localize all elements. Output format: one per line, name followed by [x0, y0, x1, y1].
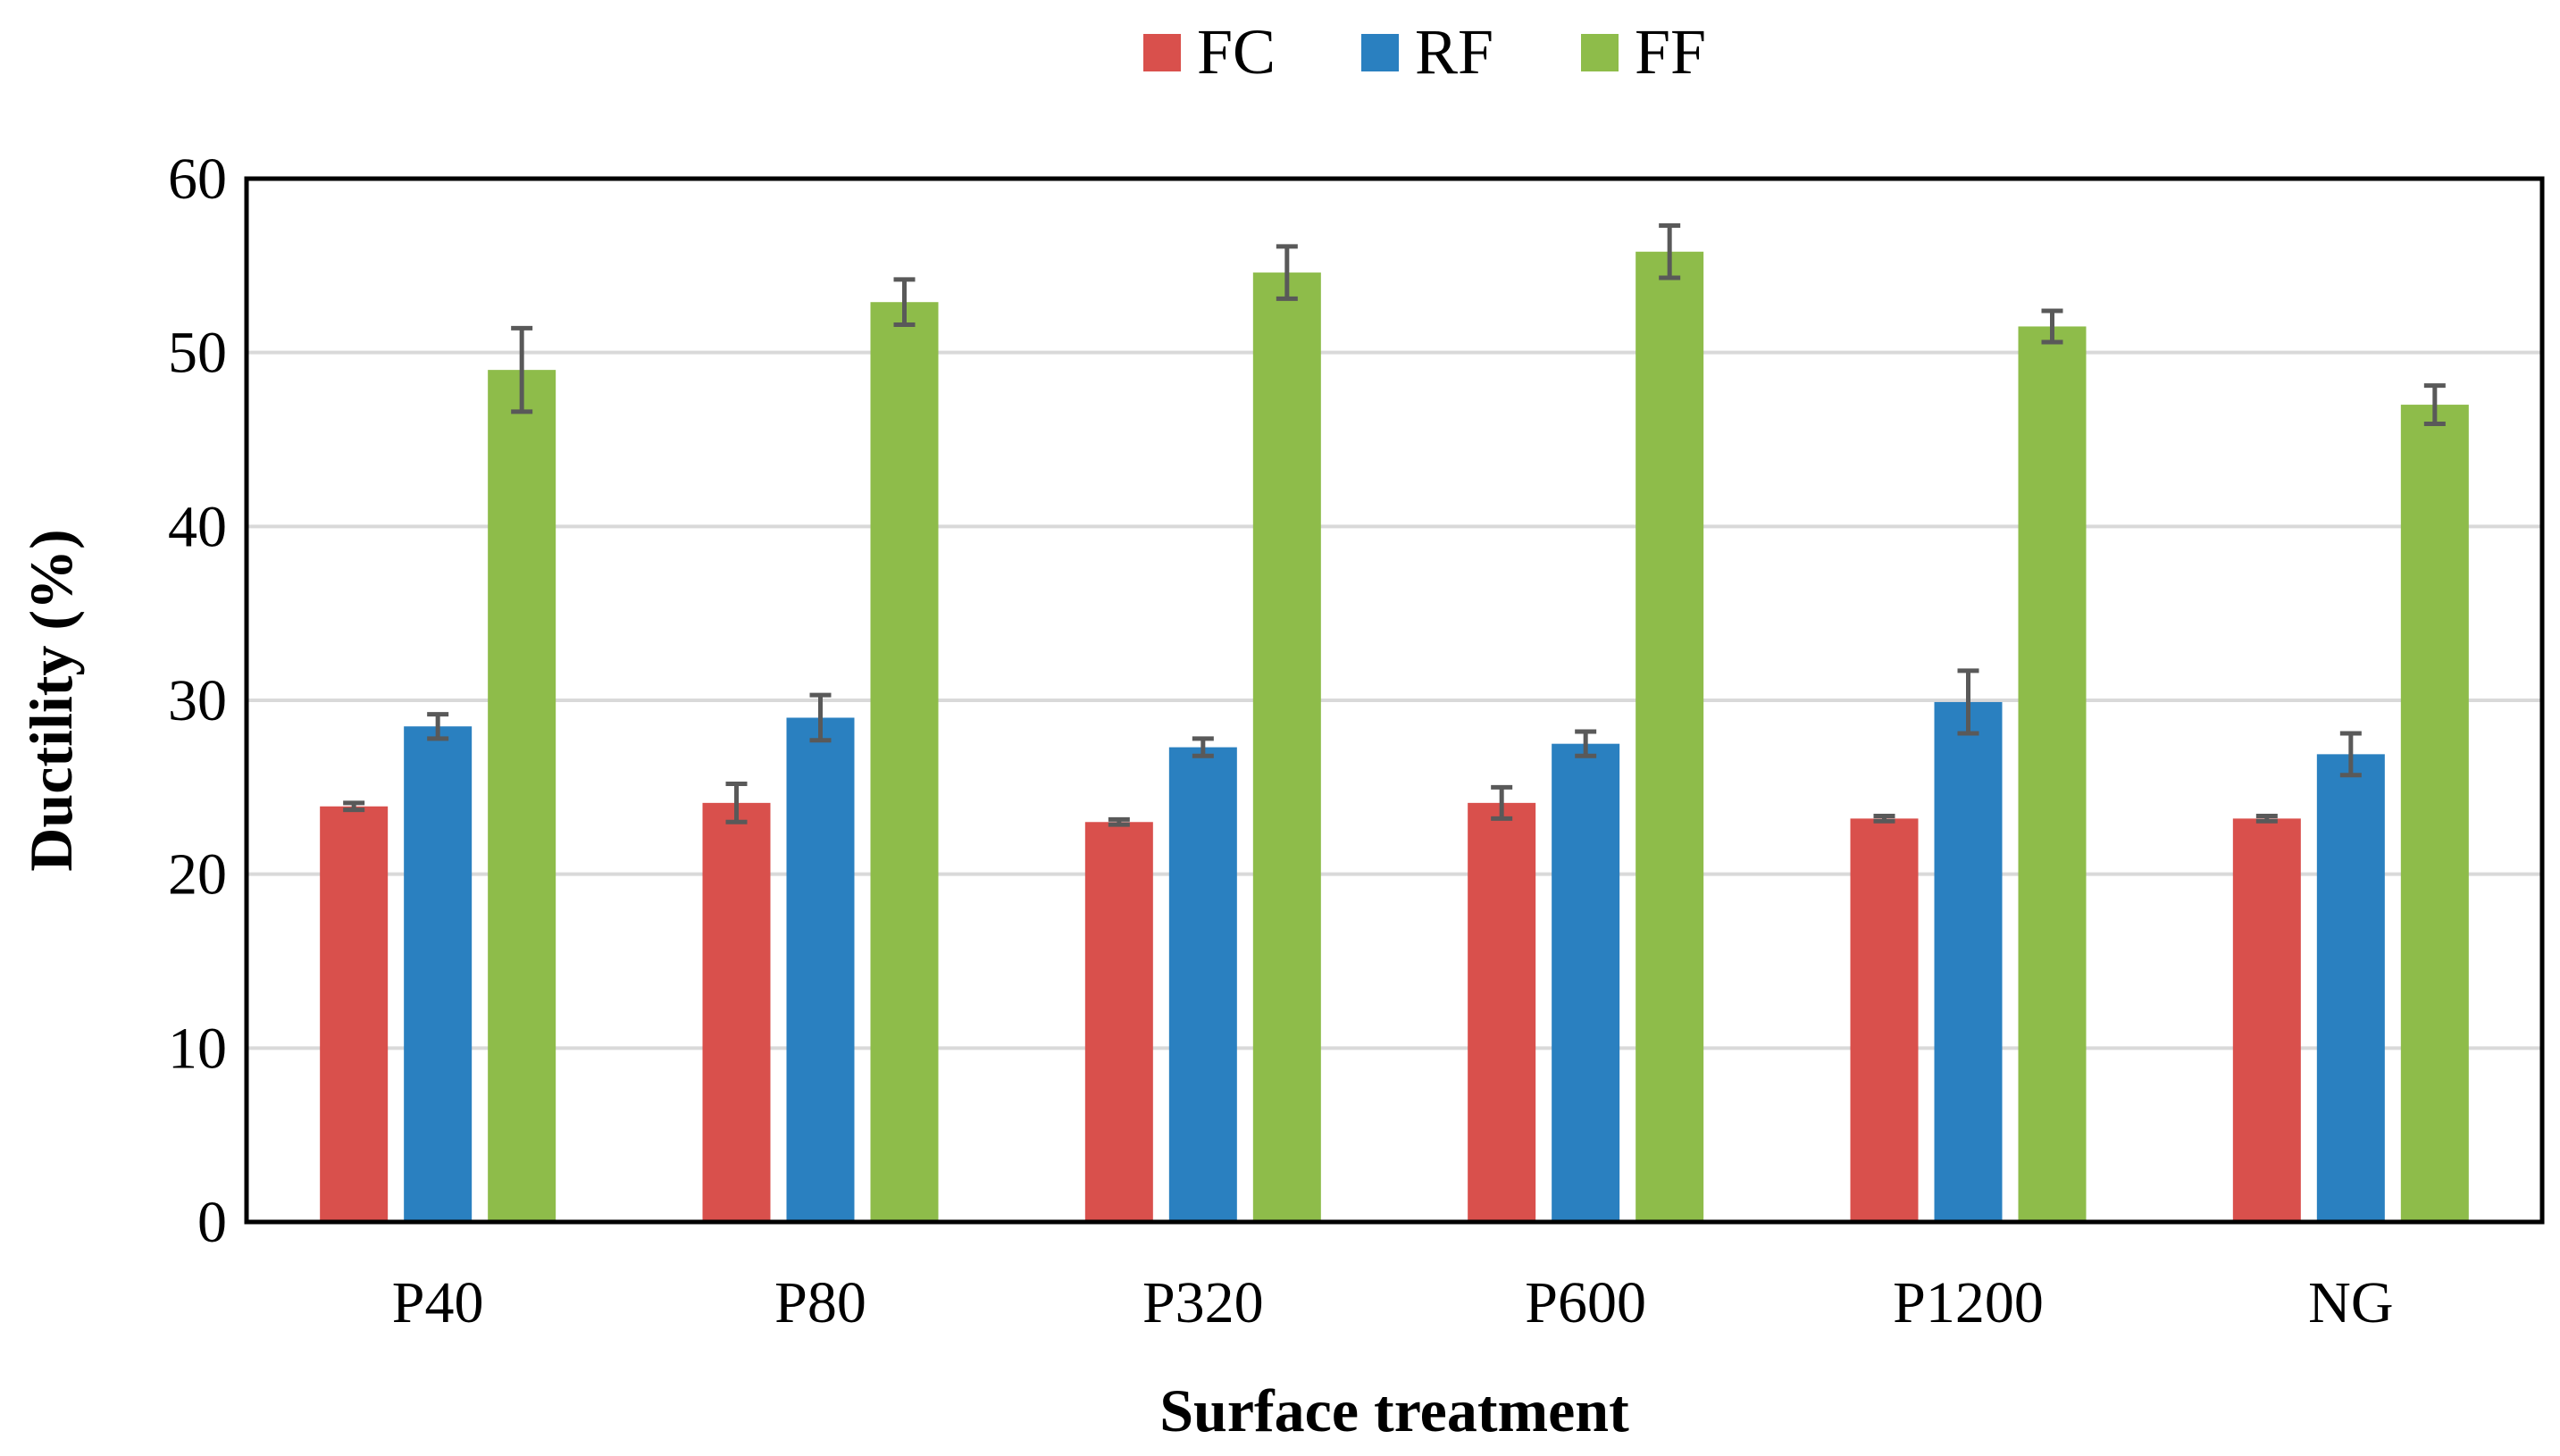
bar-fc-p40: [320, 806, 389, 1222]
bar-ff-p1200: [2018, 326, 2087, 1222]
y-tick-label: 50: [168, 321, 227, 386]
bar-fc-p600: [1468, 802, 1536, 1222]
bar-rf-p1200: [1934, 701, 2003, 1222]
y-tick-label: 60: [168, 146, 227, 212]
y-tick-label: 30: [168, 668, 227, 733]
x-tick-label: P320: [1142, 1270, 1264, 1335]
y-axis-title: Ductility (%): [17, 529, 85, 871]
bar-rf-p320: [1168, 747, 1237, 1222]
legend-label: FF: [1635, 16, 1706, 88]
bar-fc-p80: [702, 802, 771, 1222]
legend-label: RF: [1415, 16, 1493, 88]
y-tick-label: 0: [197, 1190, 227, 1255]
bar-ff-p40: [488, 370, 556, 1223]
bar-rf-p40: [404, 726, 473, 1222]
legend-item-rf: RF: [1361, 16, 1493, 88]
bar-group-p320: [1084, 272, 1321, 1222]
gridlines: [247, 350, 2542, 1050]
bar-group-ng: [2232, 405, 2469, 1223]
x-tick-label: P80: [774, 1270, 866, 1335]
error-bar-fc-p1200: [1873, 813, 1895, 824]
x-tick-label: P40: [392, 1270, 484, 1335]
x-axis-tick-labels: P40 P80 P320 P600 P1200 NG: [392, 1270, 2394, 1335]
legend-label: FC: [1197, 16, 1276, 88]
bar-group-p1200: [1850, 326, 2087, 1222]
error-bars: [343, 223, 2446, 827]
x-tick-label: P600: [1525, 1270, 1646, 1335]
x-tick-label: P1200: [1893, 1270, 2044, 1335]
legend: FC RF FF: [1143, 16, 1706, 88]
y-axis-tick-labels: 0 10 20 30 40 50 60: [168, 146, 227, 1255]
bar-rf-ng: [2316, 754, 2385, 1222]
y-tick-label: 20: [168, 842, 227, 908]
error-bar-ff-p40: [511, 325, 533, 414]
bar-ff-p600: [1636, 251, 1704, 1222]
y-tick-label: 10: [168, 1016, 227, 1081]
bar-ff-ng: [2400, 405, 2469, 1223]
error-bar-fc-p80: [725, 781, 748, 824]
bar-fc-p320: [1084, 822, 1153, 1222]
error-bar-ff-p320: [1276, 244, 1298, 301]
error-bar-ff-p80: [893, 277, 916, 328]
legend-item-fc: FC: [1143, 16, 1276, 88]
bar-group-p600: [1468, 251, 1704, 1222]
error-bar-fc-p600: [1491, 784, 1513, 821]
error-bar-rf-p320: [1192, 736, 1214, 758]
bar-fc-ng: [2232, 818, 2301, 1222]
plot-area-frame: [244, 176, 2545, 1225]
error-bar-rf-p1200: [1957, 668, 1979, 736]
error-bar-ff-p1200: [2041, 308, 2063, 345]
error-bar-fc-ng: [2255, 813, 2278, 824]
bar-group-p80: [702, 302, 939, 1222]
bar-rf-p80: [786, 717, 855, 1222]
error-bar-fc-p320: [1108, 816, 1130, 827]
legend-item-ff: FF: [1581, 16, 1706, 88]
legend-swatch: [1361, 34, 1399, 71]
bar-groups: [320, 251, 2469, 1223]
bar-ff-p320: [1252, 272, 1321, 1222]
x-tick-label: NG: [2308, 1270, 2393, 1335]
error-bar-rf-p40: [427, 712, 449, 741]
bar-group-p40: [320, 370, 556, 1223]
error-bar-rf-p600: [1575, 729, 1597, 758]
bar-ff-p80: [870, 302, 939, 1222]
error-bar-rf-p80: [809, 692, 832, 743]
legend-swatch: [1143, 34, 1181, 71]
error-bar-rf-ng: [2339, 731, 2362, 778]
x-axis-title: Surface treatment: [1159, 1377, 1629, 1444]
legend-swatch: [1581, 34, 1619, 71]
bar-fc-p1200: [1850, 818, 1919, 1222]
error-bar-ff-p600: [1659, 223, 1681, 280]
error-bar-ff-ng: [2423, 383, 2446, 426]
y-tick-label: 40: [168, 494, 227, 559]
error-bar-fc-p40: [343, 800, 365, 813]
bar-rf-p600: [1552, 743, 1620, 1222]
